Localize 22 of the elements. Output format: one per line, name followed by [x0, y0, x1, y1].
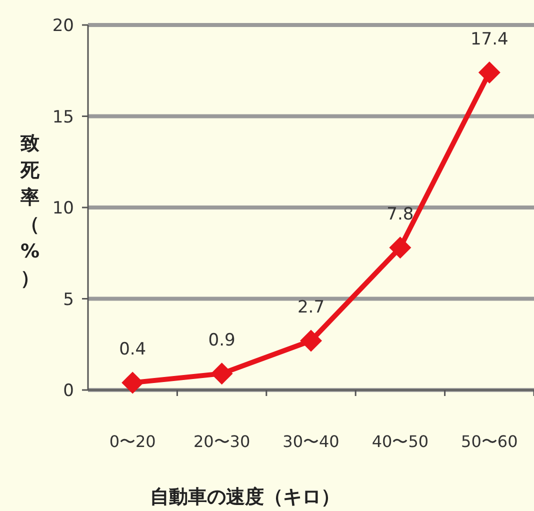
y-axis-title: 致死率（%） — [20, 132, 40, 290]
data-label: 7.8 — [386, 204, 414, 225]
data-label: 17.4 — [470, 29, 508, 50]
x-tick-label: 0〜20 — [109, 432, 156, 451]
point — [478, 61, 500, 84]
y-tick-label: 10 — [52, 198, 74, 218]
x-tick-label: 20〜30 — [193, 432, 250, 451]
data-label: 0.9 — [208, 330, 236, 351]
y-tick-label: 15 — [52, 107, 74, 128]
point — [210, 362, 233, 385]
x-axis-title: 自動車の速度（キロ） — [150, 486, 340, 508]
point — [122, 372, 144, 394]
x-tick-label: 40〜50 — [372, 432, 429, 451]
y-tick-label: 5 — [63, 290, 74, 310]
point — [389, 236, 412, 259]
y-tick-label: 0 — [63, 381, 74, 401]
data-label: 2.7 — [297, 298, 325, 318]
point — [300, 330, 322, 352]
y-tick-label: 20 — [52, 16, 74, 36]
data-label: 0.4 — [119, 340, 146, 360]
x-tick-label: 50〜60 — [461, 432, 518, 451]
x-tick-label: 30〜40 — [282, 432, 340, 451]
